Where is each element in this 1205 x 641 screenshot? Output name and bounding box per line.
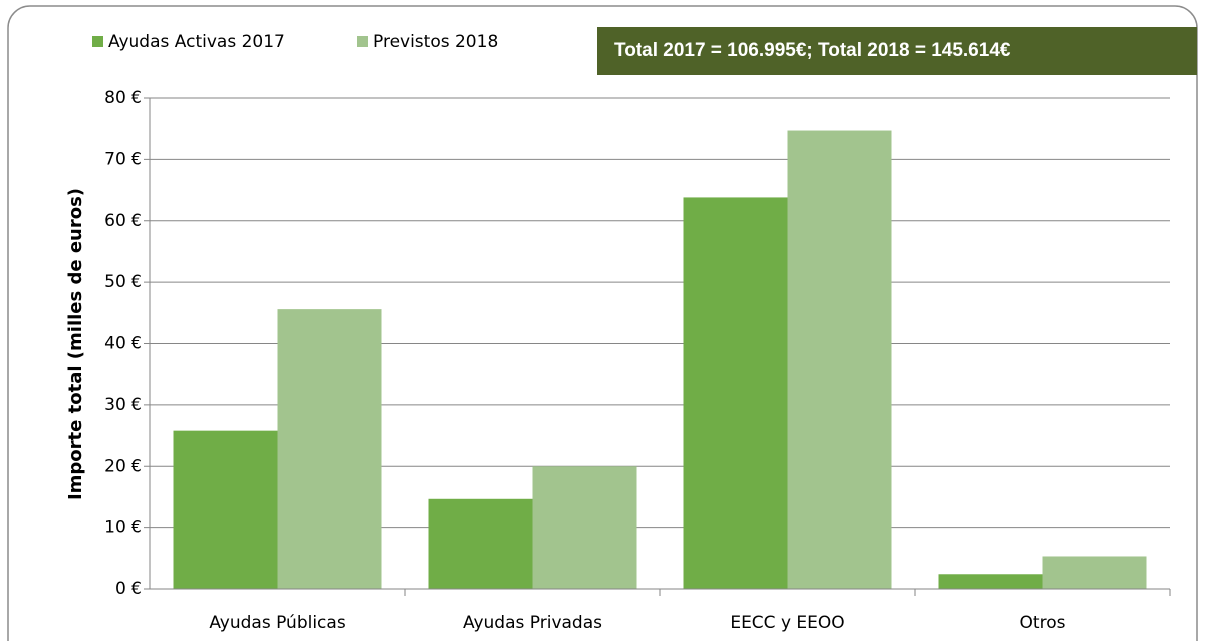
annotation: Total 2017 = 106.995€; Total 2018 = 145.… [614, 40, 1011, 61]
legend-swatch [92, 36, 103, 47]
bar [683, 197, 788, 590]
bar [428, 498, 533, 589]
y-tick-label: 30 € [104, 395, 142, 415]
bar [173, 430, 278, 589]
y-tick-label: 60 € [104, 211, 142, 231]
y-axis-label: Importe total (milles de euros) [65, 188, 86, 500]
y-tick-label: 70 € [104, 149, 142, 169]
x-tick-label: Ayudas Privadas [463, 613, 602, 633]
legend-swatch [357, 36, 368, 47]
bar [938, 574, 1043, 589]
y-tick-label: 10 € [104, 518, 142, 538]
y-tick-label: 20 € [104, 456, 142, 476]
annotation-box [597, 27, 1197, 75]
y-tick-label: 40 € [104, 334, 142, 354]
legend-label: Previstos 2018 [373, 32, 498, 52]
x-tick-label: EECC y EEOO [730, 613, 844, 633]
y-tick-label: 0 € [115, 579, 142, 599]
x-tick-label: Otros [1020, 613, 1066, 633]
bar [532, 466, 637, 589]
y-tick-label: 50 € [104, 272, 142, 292]
legend-label: Ayudas Activas 2017 [108, 32, 285, 52]
bar [787, 130, 892, 589]
x-tick-label: Ayudas Públicas [209, 613, 346, 633]
bar [277, 309, 382, 589]
y-tick-label: 80 € [104, 88, 142, 108]
bar [1042, 556, 1147, 589]
